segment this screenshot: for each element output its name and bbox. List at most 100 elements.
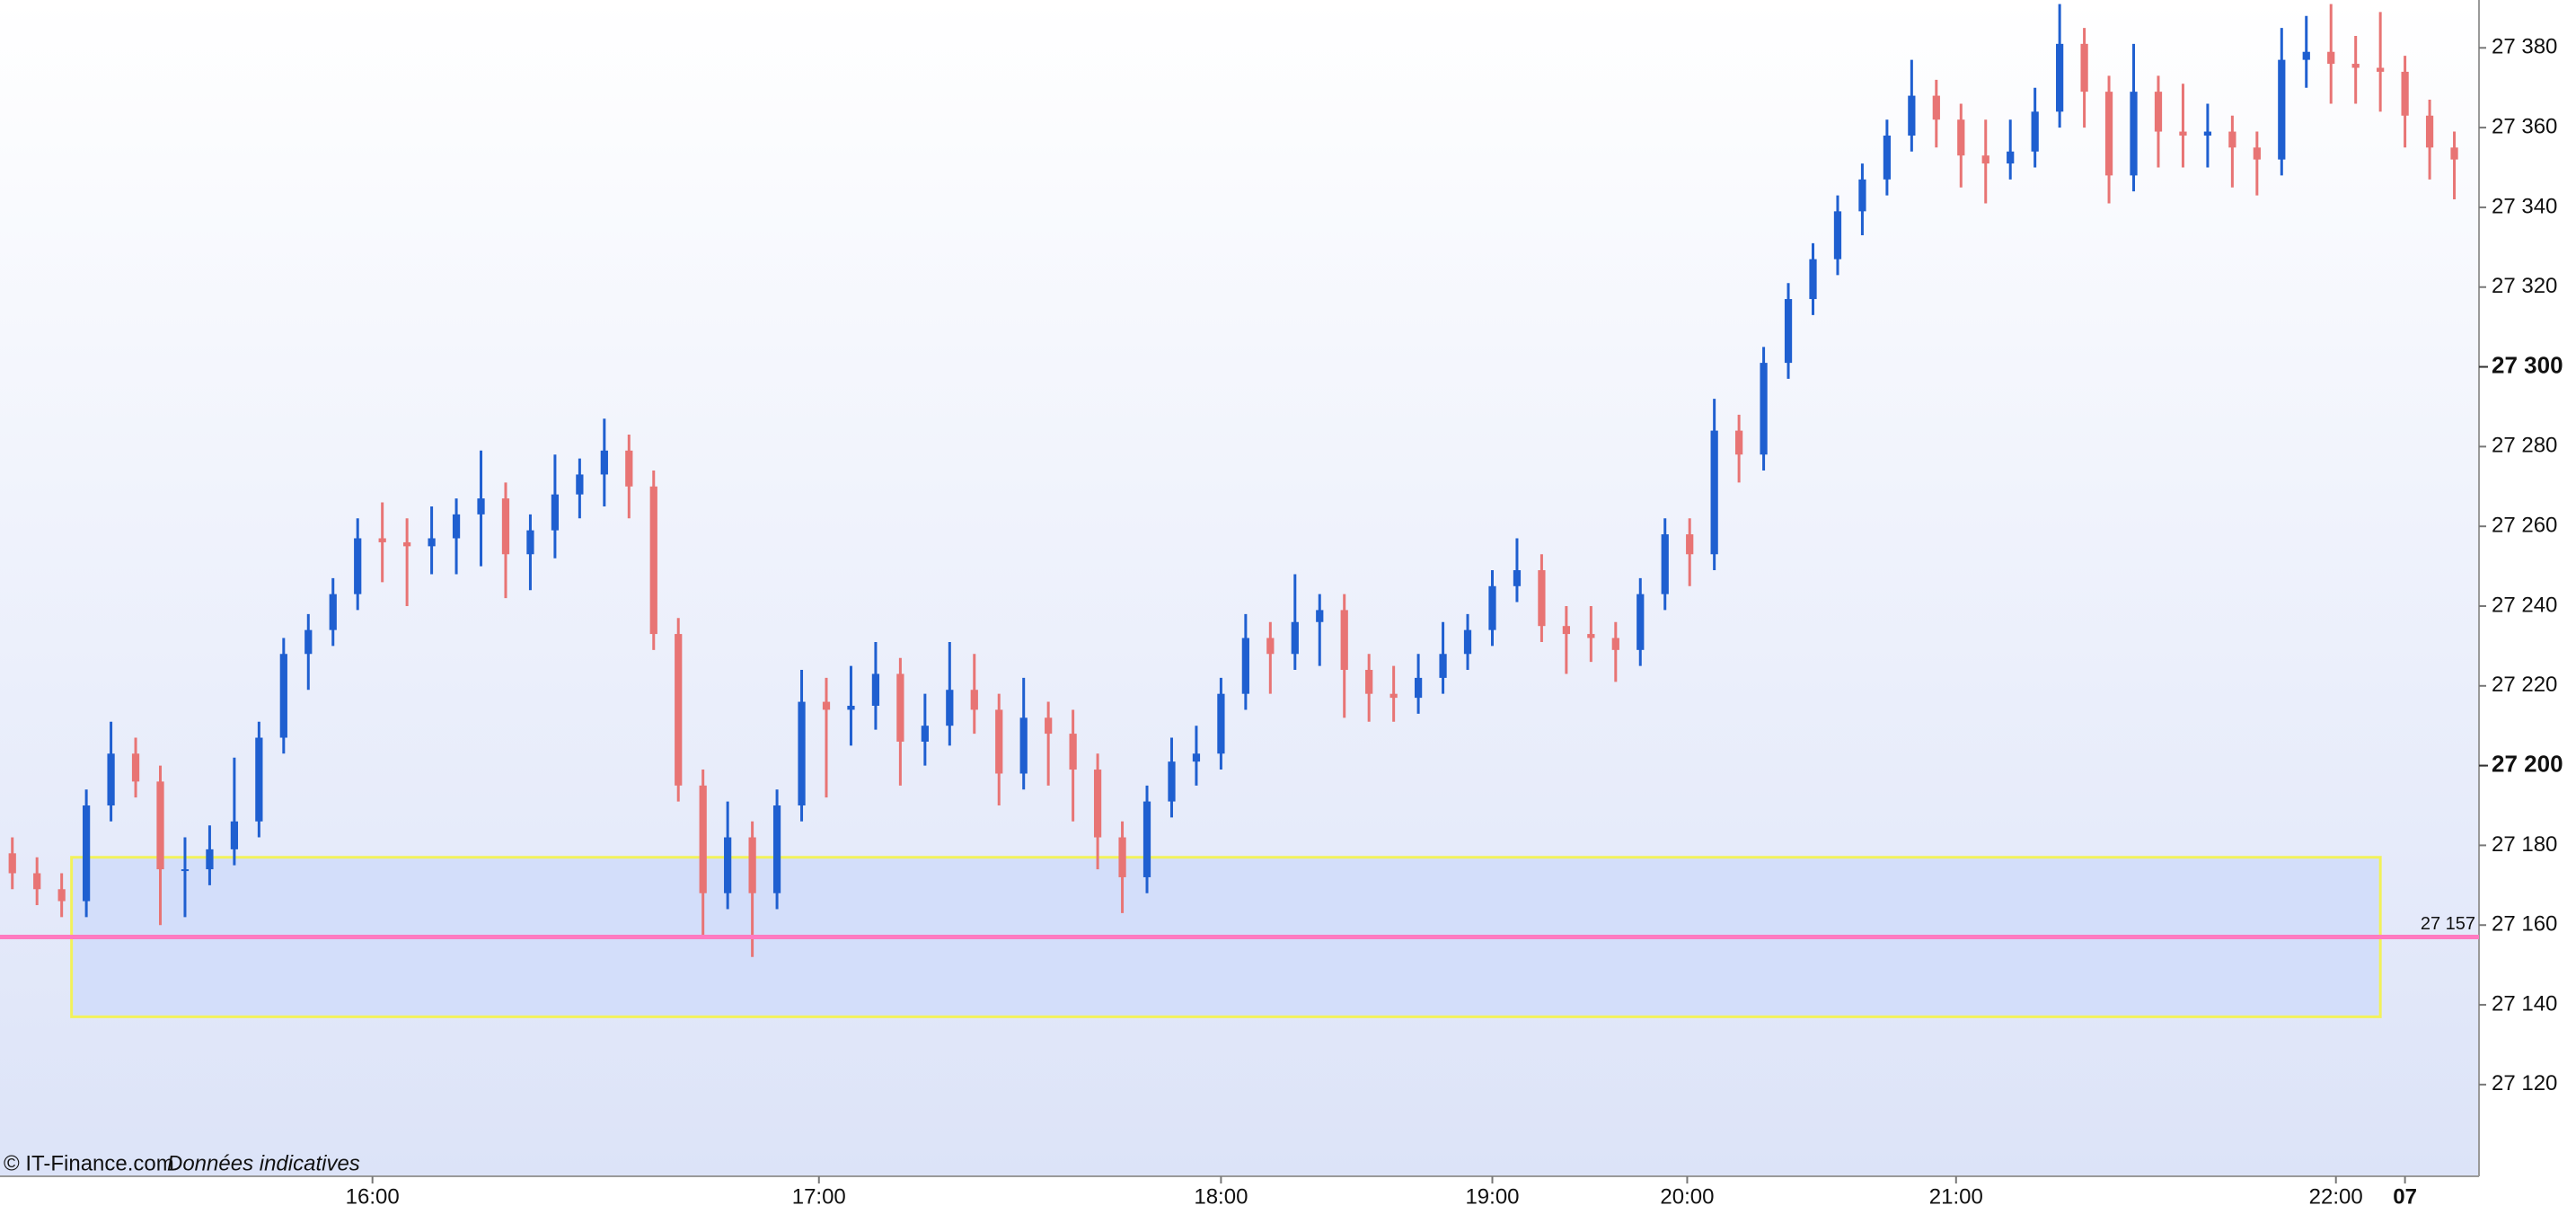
reference-label: 27 157 [2421,914,2475,934]
candle-body [1316,610,1324,622]
candle-body [2450,147,2458,160]
candle-body [255,737,263,822]
candle-body [354,538,362,594]
y-tick-label: 27 160 [2492,912,2557,937]
candle-body [1735,430,1743,455]
candle-body [2031,111,2039,152]
y-tick-label: 27 260 [2492,514,2557,538]
candle-body [1389,693,1398,699]
candle-body [1340,610,1348,671]
candle-body [600,450,608,475]
x-tick-label: 17:00 [792,1184,846,1209]
candle-body [822,701,831,710]
y-tick-label: 27 220 [2492,673,2557,697]
candle-body [1069,734,1077,770]
x-tick-label: 21:00 [1929,1184,1983,1209]
candle-body [1439,654,1447,678]
y-tick-label: 27 340 [2492,194,2557,218]
candle-body [625,450,633,487]
y-tick-label: 27 240 [2492,593,2557,617]
candle-body [970,690,978,710]
candle-body [551,494,560,531]
candle-body [2007,151,2015,164]
candle-body [2056,43,2064,112]
candle-body [428,538,436,547]
candle-body [798,701,806,806]
candle-body [2228,131,2236,148]
candle-body [1858,179,1866,212]
candle-body [995,709,1003,774]
candle-body [2327,51,2335,65]
candle-body [2302,51,2310,60]
x-tick-label: 18:00 [1194,1184,1248,1209]
candle-body [2401,71,2409,116]
candle-body [181,869,190,872]
candle-body [1093,770,1102,838]
x-tick-label: 07 [2393,1184,2417,1209]
candle-body [1661,534,1669,594]
candle-body [2253,147,2261,160]
candle-body [2278,59,2286,160]
candle-body [1932,95,1940,120]
candle-body [329,594,337,630]
candle-body [946,690,954,726]
candle-body [1488,585,1496,630]
candle-body [724,837,732,893]
y-tick-label: 27 300 [2492,351,2563,378]
candle-body [1142,801,1151,877]
y-tick-label: 27 360 [2492,114,2557,138]
candle-body [1168,761,1176,802]
candle-body [1217,693,1225,754]
candle-body [156,781,164,870]
candle-body [2351,64,2360,68]
y-tick-label: 27 120 [2492,1071,2557,1095]
candle-body [1266,638,1275,655]
candle-body [1045,717,1053,735]
candle-body [1981,155,1989,164]
x-tick-label: 20:00 [1660,1184,1714,1209]
candle-body [2425,115,2434,148]
note: Données indicatives [167,1151,360,1175]
candle-body [33,873,41,890]
candle-body [131,753,140,782]
candle-body [206,849,214,870]
candle-body [1760,363,1768,455]
candle-body [2080,43,2088,92]
candle-body [2203,131,2212,136]
candle-body [1587,634,1595,638]
candle-body [304,629,313,655]
candle-body [378,538,386,542]
candle-body [1686,534,1694,555]
candle-body [921,726,929,742]
candle-body [2154,92,2163,132]
candle-body [1118,837,1126,877]
source: © IT-Finance.com [4,1151,174,1175]
candle-body [847,706,855,710]
candle-body [1784,299,1793,364]
candle-body [871,673,880,706]
candle-body [57,889,66,902]
candle-body [526,530,534,555]
x-tick-label: 19:00 [1465,1184,1519,1209]
candle-body [1809,259,1817,300]
candle-body [649,486,657,635]
candle-body [1908,95,1916,136]
x-tick-label: 16:00 [346,1184,400,1209]
candle-body [1538,570,1546,627]
candle-body [1463,629,1472,655]
candle-body [675,634,683,786]
candle-body [1611,638,1619,650]
y-tick-label: 27 320 [2492,274,2557,298]
y-tick-label: 27 180 [2492,832,2557,857]
candle-body [1291,621,1299,655]
candle-body [1192,753,1201,762]
y-tick-label: 27 280 [2492,434,2557,458]
candle-body [1883,135,1892,180]
candle-body [403,541,411,547]
candle-body [1414,677,1423,699]
candle-body [1241,638,1249,694]
candle-body [1513,570,1522,586]
x-tick-label: 22:00 [2309,1184,2363,1209]
candle-body [1710,430,1718,555]
